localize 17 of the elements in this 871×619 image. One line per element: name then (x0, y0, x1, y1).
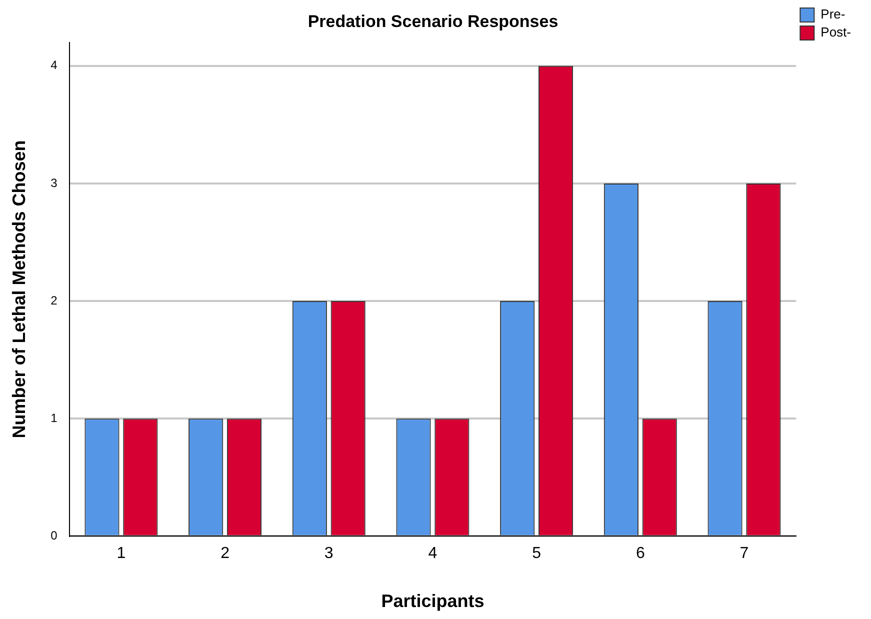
y-tick-label: 0 (50, 528, 58, 543)
x-tick-label: 5 (532, 545, 542, 562)
y-axis-title: Number of Lethal Methods Chosen (8, 140, 29, 438)
y-tick-label: 3 (50, 176, 58, 190)
y-tick-label: 1 (50, 410, 58, 425)
x-tick-label: 1 (116, 545, 126, 562)
x-tick-label: 6 (636, 545, 645, 562)
y-tick-label: 2 (50, 293, 58, 308)
x-axis-title: Participants (381, 591, 484, 612)
y-tick-label: 4 (50, 58, 58, 72)
legend-label: Post- (820, 24, 851, 40)
x-tick-label: 7 (740, 545, 749, 562)
legend-label: Pre- (820, 6, 846, 22)
x-tick-label: 4 (428, 545, 438, 562)
x-tick-label: 3 (324, 545, 334, 562)
x-tick-label: 2 (220, 545, 230, 562)
chart-title: Predation Scenario Responses (308, 12, 558, 31)
